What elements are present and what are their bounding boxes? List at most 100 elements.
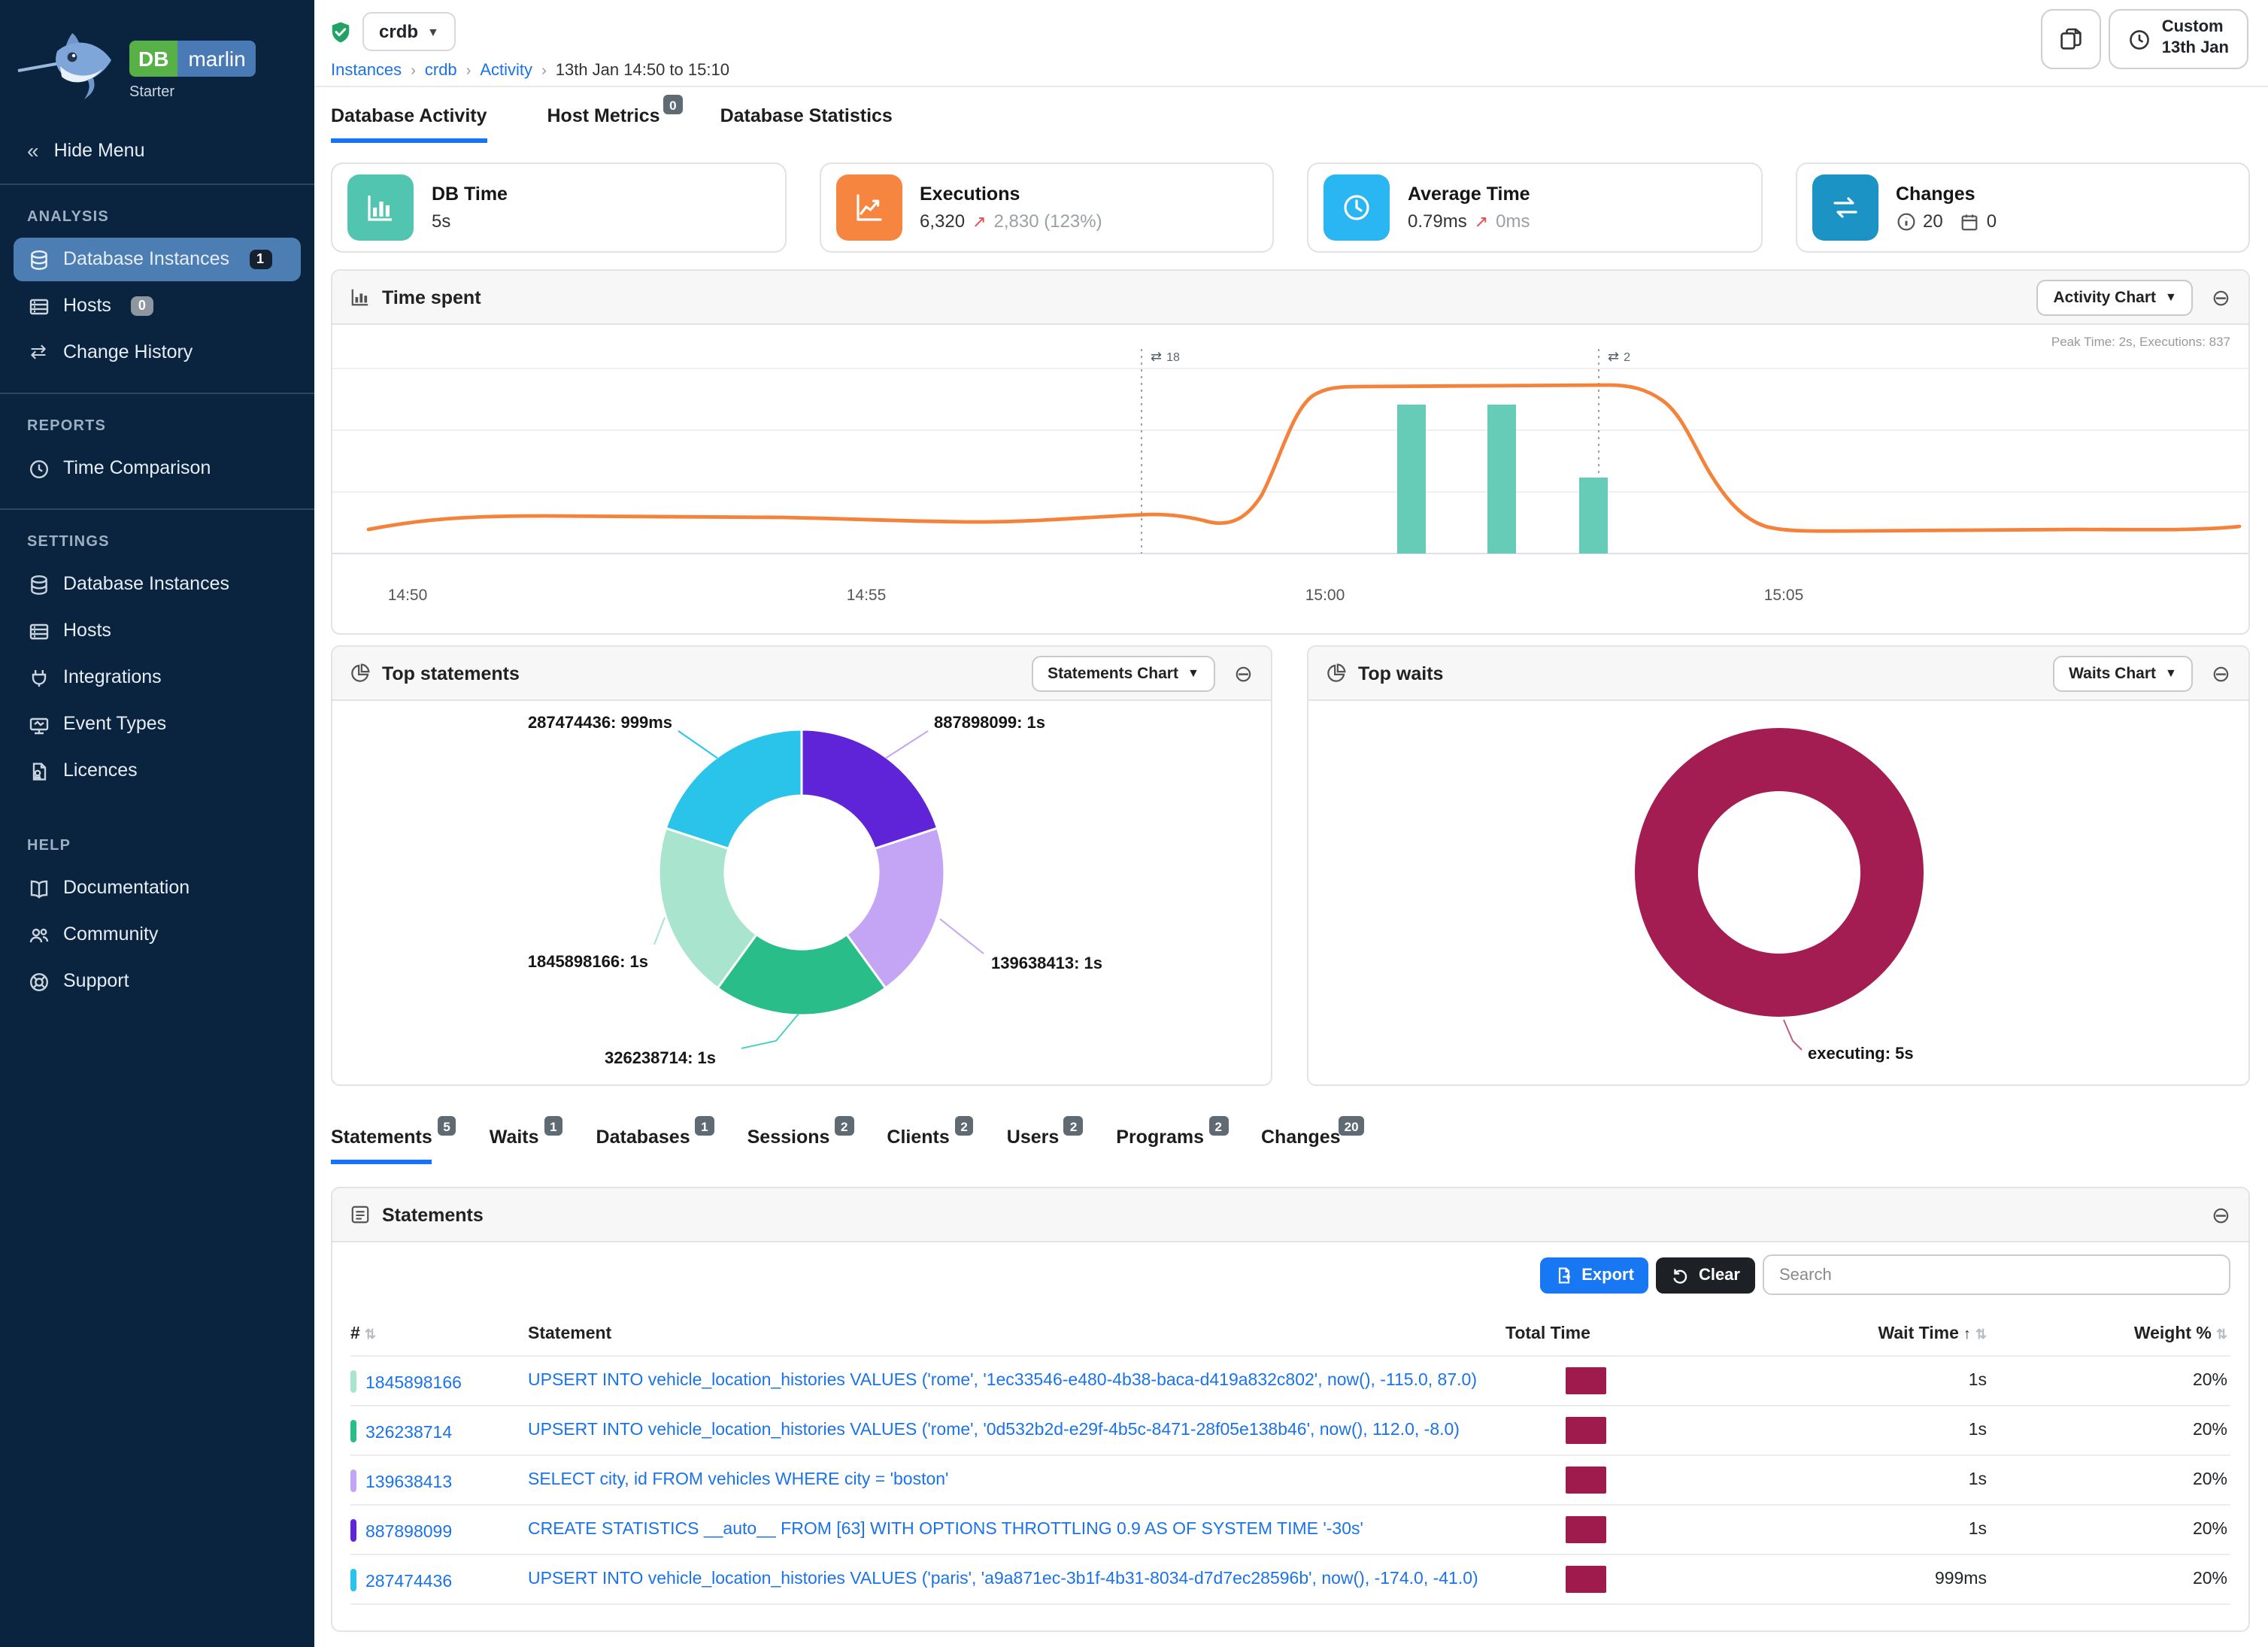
statements-chart-selector[interactable]: Statements Chart ▼ bbox=[1031, 655, 1216, 691]
collapse-panel-icon[interactable]: ⊖ bbox=[2211, 661, 2230, 687]
statement-id-link[interactable]: 1845898166 bbox=[365, 1374, 462, 1392]
activity-bar[interactable] bbox=[1487, 405, 1516, 554]
logo[interactable]: DB marlin Starter bbox=[0, 0, 314, 114]
statement-color-chip bbox=[350, 1469, 356, 1491]
search-input[interactable] bbox=[1763, 1254, 2230, 1295]
clear-label: Clear bbox=[1698, 1266, 1740, 1284]
total-time-bar bbox=[1566, 1516, 1606, 1543]
tab-programs[interactable]: Programs 2 bbox=[1116, 1116, 1228, 1164]
waits-chart-selector[interactable]: Waits Chart ▼ bbox=[2052, 655, 2194, 691]
donut-slice-1845898166[interactable] bbox=[657, 827, 759, 990]
tab-clients[interactable]: Clients 2 bbox=[887, 1116, 974, 1164]
statement-id-link[interactable]: 326238714 bbox=[365, 1424, 453, 1442]
statement-id-link[interactable]: 887898099 bbox=[365, 1523, 453, 1541]
activity-chart-selector[interactable]: Activity Chart ▼ bbox=[2036, 279, 2194, 315]
change-marker-label[interactable]: ⇄ 2 bbox=[1608, 349, 1630, 365]
host-icon bbox=[27, 620, 50, 642]
tab-databases[interactable]: Databases 1 bbox=[596, 1116, 714, 1164]
column-header-wait-time[interactable]: Wait Time ↑ ⇅ bbox=[1878, 1325, 1987, 1343]
sidebar-item-change-history[interactable]: ⇄ Change History bbox=[14, 331, 301, 375]
tab-statements[interactable]: Statements 5 bbox=[331, 1116, 456, 1164]
clear-button[interactable]: Clear bbox=[1656, 1257, 1755, 1293]
x-tick: 15:05 bbox=[1764, 587, 1804, 604]
tab-database-statistics[interactable]: Database Statistics bbox=[720, 105, 893, 143]
tab-host-metrics[interactable]: Host Metrics 0 bbox=[547, 95, 683, 143]
time-spent-line[interactable] bbox=[366, 383, 2242, 533]
sort-icon: ⇅ bbox=[364, 1327, 376, 1342]
sidebar-item-label: Database Instances bbox=[63, 572, 229, 594]
statement-link[interactable]: CREATE STATISTICS __auto__ FROM [63] WIT… bbox=[528, 1521, 1363, 1539]
copy-link-button[interactable] bbox=[2041, 9, 2102, 69]
tab-sessions[interactable]: Sessions 2 bbox=[747, 1116, 854, 1164]
tab-database-activity[interactable]: Database Activity bbox=[331, 105, 487, 143]
tab-users[interactable]: Users 2 bbox=[1006, 1116, 1084, 1164]
activity-bar[interactable] bbox=[1579, 478, 1608, 554]
time-range-line2: 13th Jan bbox=[2161, 39, 2229, 57]
breadcrumb-activity[interactable]: Activity bbox=[480, 62, 533, 80]
activity-chart[interactable]: Peak Time: 2s, Executions: 837 14:50 14:… bbox=[332, 325, 2248, 633]
export-button[interactable]: Export bbox=[1539, 1257, 1649, 1293]
collapse-panel-icon[interactable]: ⊖ bbox=[1233, 661, 1253, 687]
tab-label: Users bbox=[1006, 1127, 1060, 1148]
donut-slice-326238714[interactable] bbox=[716, 933, 887, 1017]
donut-slice-139638413[interactable] bbox=[844, 827, 946, 990]
statement-link[interactable]: SELECT city, id FROM vehicles WHERE city… bbox=[528, 1471, 949, 1489]
selector-label: Waits Chart bbox=[2069, 664, 2156, 682]
sidebar-item-licences[interactable]: Licences bbox=[14, 749, 301, 793]
sidebar-item-label: Database Instances bbox=[63, 247, 229, 269]
sidebar-item-hosts[interactable]: Hosts 0 bbox=[14, 284, 301, 328]
breadcrumb-instances[interactable]: Instances bbox=[331, 62, 402, 80]
statement-link[interactable]: UPSERT INTO vehicle_location_histories V… bbox=[528, 1421, 1460, 1439]
donut-slice-887898099[interactable] bbox=[800, 728, 939, 851]
column-header-weight[interactable]: Weight % ⇅ bbox=[2133, 1325, 2227, 1343]
donut-slice-287474436[interactable] bbox=[664, 728, 803, 851]
kpi-title: Changes bbox=[1896, 184, 1975, 205]
kpi-title: DB Time bbox=[432, 184, 508, 205]
statement-id-link[interactable]: 139638413 bbox=[365, 1473, 453, 1491]
column-header-id[interactable]: # ⇅ bbox=[350, 1325, 376, 1343]
statement-link[interactable]: UPSERT INTO vehicle_location_histories V… bbox=[528, 1372, 1477, 1390]
activity-bar[interactable] bbox=[1397, 405, 1426, 554]
sidebar-item-documentation[interactable]: Documentation bbox=[14, 866, 301, 910]
collapse-panel-icon[interactable]: ⊖ bbox=[2211, 285, 2230, 311]
sidebar-item-event-types[interactable]: Event Types bbox=[14, 702, 301, 746]
sidebar-item-label: Change History bbox=[63, 341, 193, 362]
tab-changes[interactable]: Changes 20 bbox=[1261, 1116, 1365, 1164]
kpi-average-time: Average Time 0.79ms ↗ 0ms bbox=[1307, 162, 1762, 253]
main-content: crdb ▼ Instances › crdb › Activity › 13t… bbox=[314, 0, 2268, 1647]
pie-chart-icon bbox=[1327, 663, 1346, 683]
export-label: Export bbox=[1581, 1266, 1634, 1284]
wait-time-value: 1s bbox=[1968, 1471, 1987, 1489]
hide-menu-button[interactable]: « Hide Menu bbox=[0, 123, 314, 177]
tab-badge: 2 bbox=[954, 1116, 974, 1136]
sidebar: DB marlin Starter « Hide Menu ANALYSIS D… bbox=[0, 0, 314, 1647]
kpi-value: 5s bbox=[432, 211, 451, 232]
sidebar-item-community[interactable]: Community bbox=[14, 913, 301, 957]
change-marker-label[interactable]: ⇄ 18 bbox=[1151, 349, 1180, 365]
total-time-bar bbox=[1566, 1467, 1606, 1494]
breadcrumb-crdb[interactable]: crdb bbox=[424, 62, 457, 80]
donut-slice-executing[interactable] bbox=[1635, 728, 1924, 1017]
kpi-changes: Changes 20 0 bbox=[1795, 162, 2250, 253]
collapse-panel-icon[interactable]: ⊖ bbox=[2211, 1203, 2230, 1228]
panel-title: Top statements bbox=[382, 663, 520, 684]
column-header-total-time[interactable]: Total Time bbox=[1505, 1325, 1590, 1343]
instance-selector[interactable]: crdb ▼ bbox=[362, 12, 456, 51]
statement-id-link[interactable]: 287474436 bbox=[365, 1573, 453, 1591]
column-header-statement[interactable]: Statement bbox=[528, 1325, 612, 1343]
sidebar-item-support[interactable]: Support bbox=[14, 960, 301, 1003]
breadcrumb-current-range: 13th Jan 14:50 to 15:10 bbox=[555, 62, 729, 80]
sidebar-item-time-comparison[interactable]: Time Comparison bbox=[14, 447, 301, 490]
sidebar-item-settings-hosts[interactable]: Hosts bbox=[14, 609, 301, 653]
chevron-down-icon: ▼ bbox=[1187, 666, 1199, 680]
total-time-bar bbox=[1566, 1417, 1606, 1444]
tab-label: Sessions bbox=[747, 1127, 830, 1148]
tab-waits[interactable]: Waits 1 bbox=[490, 1116, 563, 1164]
sidebar-item-database-instances[interactable]: Database Instances 1 bbox=[14, 238, 301, 281]
x-tick: 15:00 bbox=[1305, 587, 1345, 604]
statement-link[interactable]: UPSERT INTO vehicle_location_histories V… bbox=[528, 1570, 1478, 1588]
selector-label: Statements Chart bbox=[1048, 664, 1178, 682]
sidebar-item-integrations[interactable]: Integrations bbox=[14, 656, 301, 699]
sidebar-item-settings-database-instances[interactable]: Database Instances bbox=[14, 563, 301, 606]
time-range-button[interactable]: Custom 13th Jan bbox=[2109, 9, 2248, 69]
